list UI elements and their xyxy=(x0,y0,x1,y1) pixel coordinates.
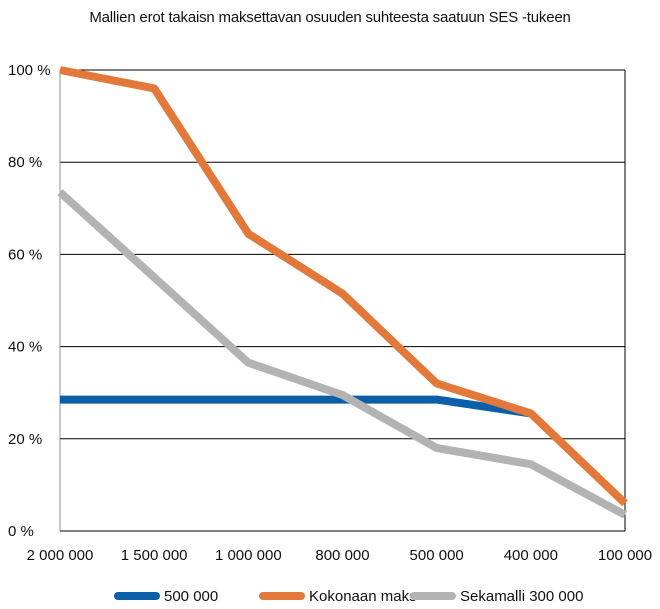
x-tick-label: 2 000 000 xyxy=(27,547,94,564)
x-tick-label: 1 500 000 xyxy=(121,547,188,564)
x-tick-label: 100 000 xyxy=(598,547,652,564)
y-tick-label: 60 % xyxy=(8,246,42,263)
x-tick-label: 800 000 xyxy=(315,547,369,564)
series-line-1 xyxy=(60,395,532,418)
legend-label: Sekamalli 300 000 xyxy=(460,588,583,605)
legend-label: 500 000 xyxy=(164,588,218,605)
x-tick-label: 1 000 000 xyxy=(215,547,282,564)
x-tick-label: 500 000 xyxy=(410,547,464,564)
chart-title: Mallien erot takaisn maksettavan osuuden… xyxy=(89,9,571,26)
y-axis-ticks: 0 % 20 % 40 % 60 % 80 % 100 % xyxy=(8,62,51,540)
y-tick-label: 100 % xyxy=(8,62,51,79)
gridlines xyxy=(59,69,626,532)
series-line-3 xyxy=(57,189,627,519)
series-line-2 xyxy=(59,66,628,507)
y-tick-label: 0 % xyxy=(8,523,34,540)
y-tick-label: 40 % xyxy=(8,339,42,356)
legend: 500 000 Kokonaan maks Sekamalli 300 000 xyxy=(114,588,583,605)
x-tick-label: 400 000 xyxy=(504,547,558,564)
x-axis-ticks: 2 000 000 1 500 000 1 000 000 800 000 500 00… xyxy=(27,547,652,564)
series-lines xyxy=(57,66,628,519)
legend-label: Kokonaan maks xyxy=(309,588,417,605)
y-tick-label: 80 % xyxy=(8,154,42,171)
y-tick-label: 20 % xyxy=(8,431,42,448)
